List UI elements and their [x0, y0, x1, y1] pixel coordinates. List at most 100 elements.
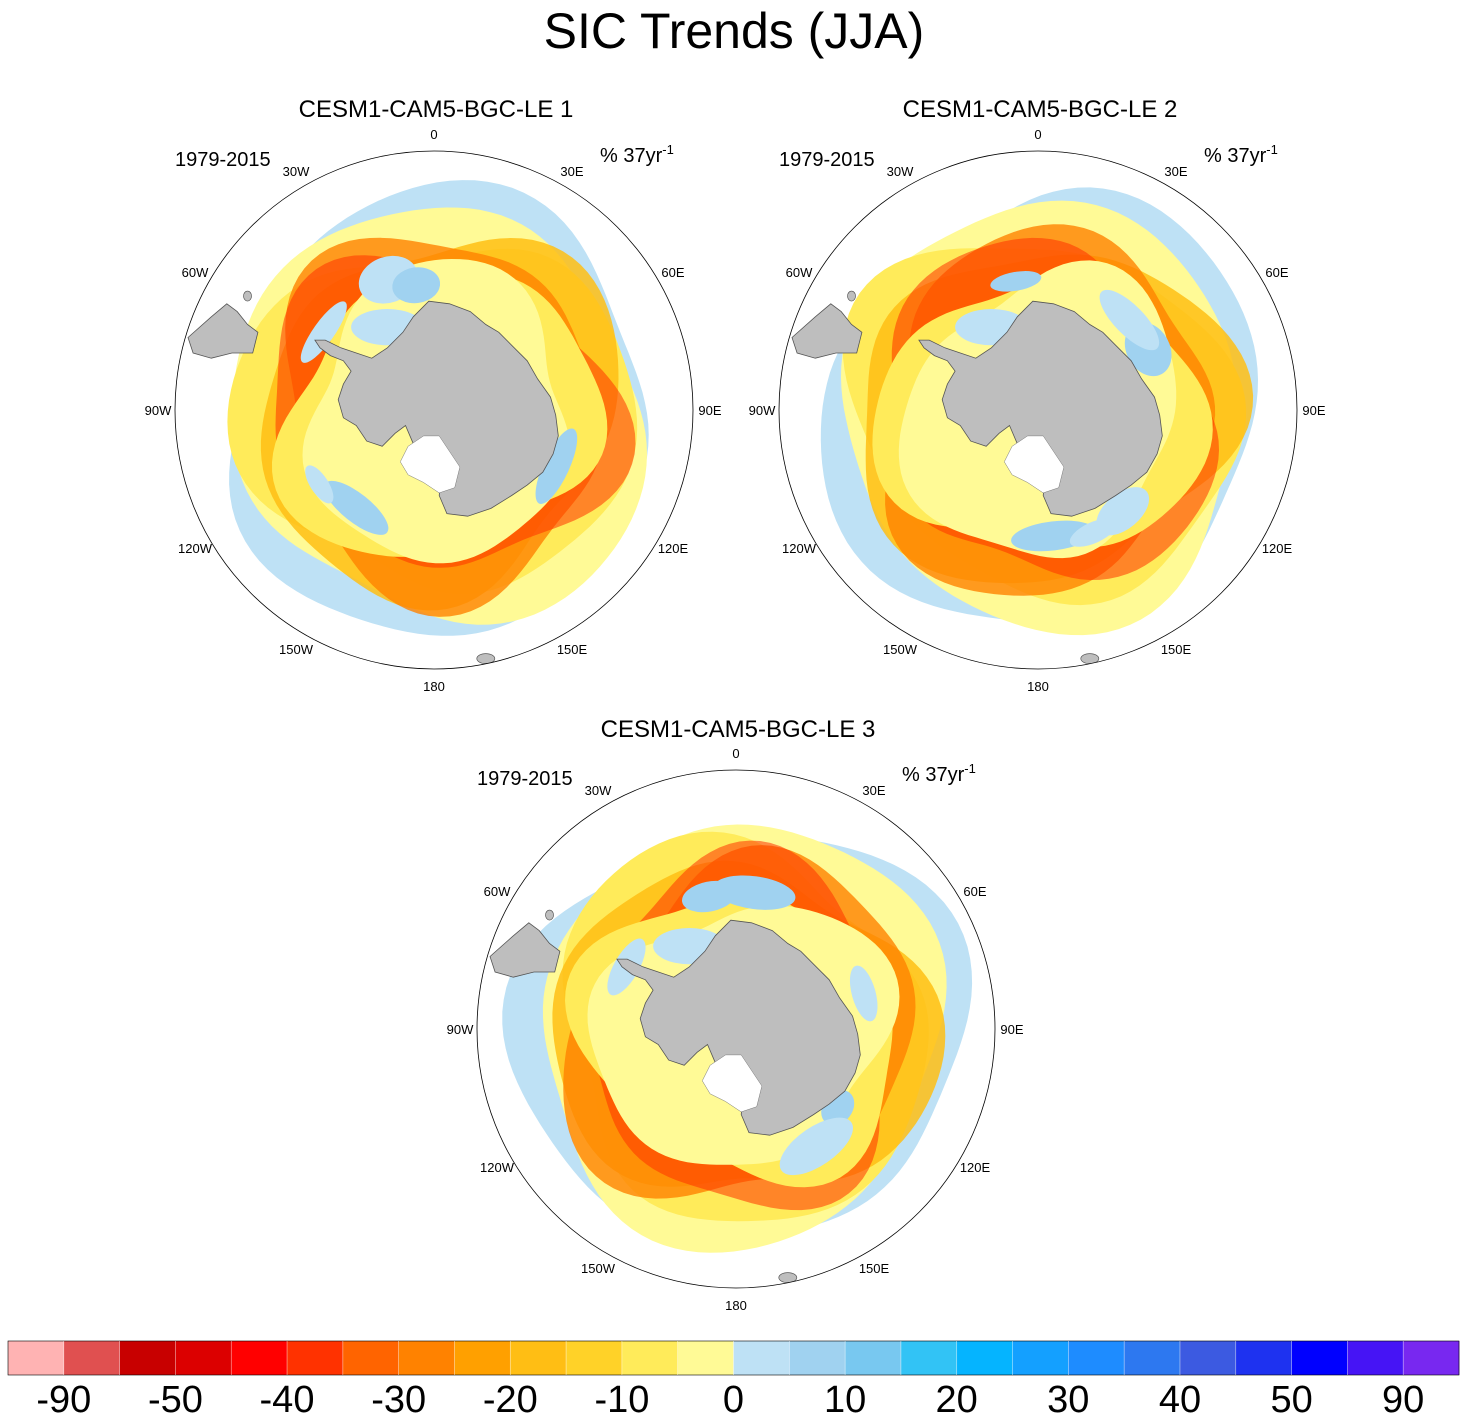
- colorbar-tick-label: -20: [483, 1379, 538, 1421]
- longitude-label: 150W: [883, 642, 918, 657]
- colorbar-tick-label: 40: [1159, 1379, 1201, 1421]
- longitude-label: 150W: [581, 1261, 616, 1276]
- colorbar-swatch: [566, 1341, 623, 1375]
- longitude-label: 90E: [1000, 1022, 1023, 1037]
- colorbar-tick-label: 90: [1382, 1379, 1424, 1421]
- colorbar-swatch: [287, 1341, 344, 1375]
- panels-layer: CESM1-CAM5-BGC-LE 1 1979-2015 % 37yr-1 0 30E…: [145, 96, 1326, 1313]
- longitude-label: 120W: [782, 541, 817, 556]
- colorbar-tick-label: 0: [723, 1379, 744, 1421]
- longitude-label: 0: [430, 127, 437, 142]
- longitude-label: 120E: [658, 541, 689, 556]
- colorbar-tick-label: -50: [148, 1379, 203, 1421]
- colorbar-swatch: [1235, 1341, 1292, 1375]
- longitude-label: 60W: [182, 265, 209, 280]
- longitude-label: 60W: [786, 265, 813, 280]
- south-america-landmass: [489, 922, 561, 978]
- colorbar-swatch: [621, 1341, 678, 1375]
- sea-ice-trend-field: [779, 151, 1297, 669]
- figure-title: SIC Trends (JJA): [543, 3, 925, 59]
- colorbar-swatch: [789, 1341, 846, 1375]
- longitude-label: 120E: [1262, 541, 1293, 556]
- colorbar-swatch: [1291, 1341, 1348, 1375]
- colorbar-tick-label: -10: [594, 1379, 649, 1421]
- longitude-label: 150E: [1161, 642, 1192, 657]
- colorbar-swatch: [342, 1341, 399, 1375]
- south-america-landmass: [187, 303, 259, 359]
- longitude-label: 150E: [557, 642, 588, 657]
- longitude-label: 60E: [661, 265, 684, 280]
- longitude-label: 180: [725, 1298, 747, 1313]
- map-border: [778, 150, 1298, 670]
- colorbar-swatch: [510, 1341, 567, 1375]
- longitude-label: 150W: [279, 642, 314, 657]
- longitude-label: 0: [732, 746, 739, 761]
- longitude-label: 120W: [178, 541, 213, 556]
- longitude-label: 180: [423, 679, 445, 694]
- panel-title: CESM1-CAM5-BGC-LE 1: [299, 96, 574, 123]
- colorbar-tick-label: -30: [371, 1379, 426, 1421]
- longitude-label: 60E: [1265, 265, 1288, 280]
- colorbar-swatch: [845, 1341, 902, 1375]
- longitude-label: 60W: [484, 884, 511, 899]
- units-label: % 37yr-1: [1204, 142, 1278, 167]
- panel-title: CESM1-CAM5-BGC-LE 3: [601, 716, 876, 743]
- longitude-label: 30E: [560, 164, 583, 179]
- colorbar-tick-label: -40: [260, 1379, 315, 1421]
- longitude-label: 150E: [859, 1261, 890, 1276]
- map-border: [476, 769, 996, 1289]
- colorbar-swatch: [733, 1341, 790, 1375]
- panel-title: CESM1-CAM5-BGC-LE 2: [903, 96, 1178, 123]
- colorbar-tick-label: 20: [936, 1379, 978, 1421]
- map-panel-1: CESM1-CAM5-BGC-LE 1 1979-2015 % 37yr-1 0 30E…: [145, 96, 722, 694]
- longitude-label: 30W: [283, 164, 310, 179]
- colorbar-tick-label: 50: [1270, 1379, 1312, 1421]
- longitude-label: 90W: [145, 403, 172, 418]
- map-panel-2: CESM1-CAM5-BGC-LE 2 1979-2015 % 37yr-1 0 30E…: [749, 96, 1326, 694]
- colorbar-tick-label: 10: [824, 1379, 866, 1421]
- colorbar-swatch: [1403, 1341, 1460, 1375]
- period-label: 1979-2015: [175, 149, 271, 171]
- longitude-label: 30W: [585, 783, 612, 798]
- period-label: 1979-2015: [477, 768, 573, 790]
- longitude-label: 180: [1027, 679, 1049, 694]
- colorbar-swatch: [398, 1341, 455, 1375]
- longitude-label: 30W: [887, 164, 914, 179]
- units-label: % 37yr-1: [902, 761, 976, 786]
- colorbar-swatch: [1012, 1341, 1069, 1375]
- longitude-label: 30E: [862, 783, 885, 798]
- colorbar-swatch: [1347, 1341, 1404, 1375]
- longitude-label: 120E: [960, 1160, 991, 1175]
- colorbar-swatch: [454, 1341, 511, 1375]
- colorbar-swatch: [1124, 1341, 1181, 1375]
- colorbar: -90 -50 -40 -30 -20 -10 0 10 20 30 40 50 90: [7, 1340, 1460, 1421]
- colorbar-tick-label: -90: [36, 1379, 91, 1421]
- colorbar-swatch: [231, 1341, 288, 1375]
- colorbar-swatch: [119, 1341, 176, 1375]
- colorbar-swatch: [175, 1341, 232, 1375]
- map-panel-3: CESM1-CAM5-BGC-LE 3 1979-2015 % 37yr-1 0 30E…: [447, 716, 1024, 1313]
- sea-ice-trend-field: [477, 770, 995, 1288]
- longitude-label: 30E: [1164, 164, 1187, 179]
- longitude-label: 90E: [1302, 403, 1325, 418]
- colorbar-tick-label: 30: [1047, 1379, 1089, 1421]
- colorbar-swatch: [677, 1341, 734, 1375]
- longitude-label: 0: [1034, 127, 1041, 142]
- colorbar-swatch: [8, 1341, 65, 1375]
- longitude-label: 90W: [749, 403, 776, 418]
- longitude-label: 90W: [447, 1022, 474, 1037]
- colorbar-swatch: [1068, 1341, 1125, 1375]
- units-label: % 37yr-1: [600, 142, 674, 167]
- map-border: [174, 150, 694, 670]
- colorbar-swatch: [900, 1341, 958, 1375]
- colorbar-swatch: [63, 1341, 120, 1375]
- colorbar-swatch: [1179, 1341, 1237, 1375]
- longitude-label: 60E: [963, 884, 986, 899]
- longitude-label: 120W: [480, 1160, 515, 1175]
- south-america-landmass: [791, 303, 863, 359]
- period-label: 1979-2015: [779, 149, 875, 171]
- sea-ice-trend-field: [175, 151, 693, 669]
- longitude-label: 90E: [698, 403, 721, 418]
- colorbar-swatch: [956, 1341, 1013, 1375]
